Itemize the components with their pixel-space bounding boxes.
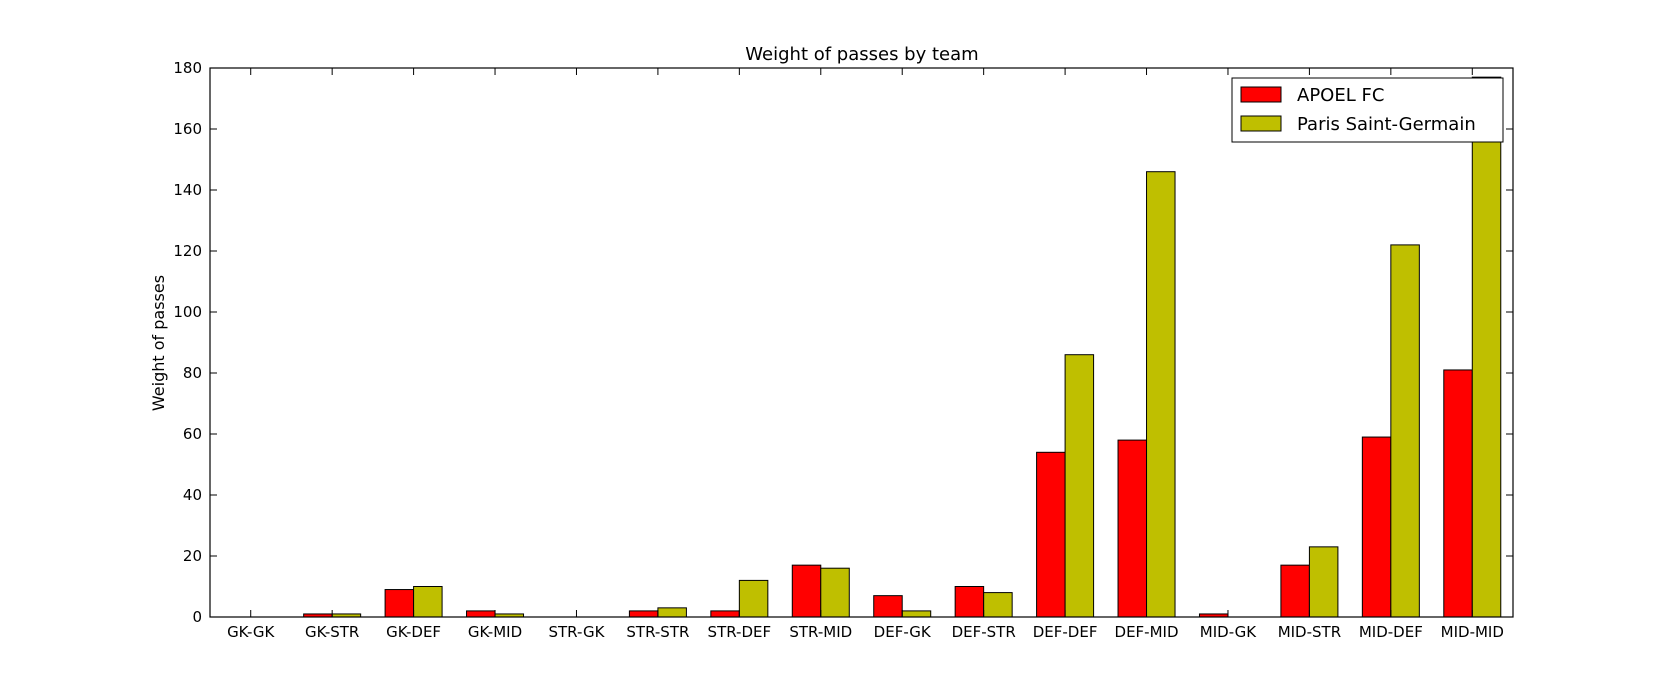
x-tick-label: STR-MID [789,623,852,641]
bar-apoel-gk-mid [466,610,496,618]
bar-apoel-mid-mid [1443,369,1473,618]
bar-apoel-def-str [954,586,985,618]
y-tick-label: 160 [173,120,202,138]
x-tick-label: MID-MID [1441,623,1504,641]
bar-apoel-mid-def [1361,436,1392,618]
x-tick-label: STR-DEF [708,623,772,641]
x-tick-label: STR-GK [549,623,606,641]
bar-psg-def-mid [1146,171,1176,618]
bar-psg-mid-str [1308,546,1339,618]
bar-psg-def-def [1064,354,1095,618]
bar-psg-str-def [738,579,769,618]
bar-apoel-def-def [1036,451,1066,618]
y-tick-label: 40 [183,486,202,504]
x-tick-label: DEF-DEF [1033,623,1098,641]
bar-psg-mid-mid [1471,76,1502,618]
y-tick-label: 180 [173,59,202,77]
x-tick-label: DEF-STR [952,623,1016,641]
x-tick-label: DEF-MID [1115,623,1179,641]
y-tick-label: 80 [183,364,202,382]
chart-title: Weight of passes by team [745,44,978,65]
bar-psg-gk-def [413,586,443,618]
x-tick-label: DEF-GK [874,623,932,641]
x-tick-label: GK-GK [227,623,275,641]
x-tick-label: STR-STR [626,623,689,641]
bar-apoel-gk-def [384,589,415,618]
bar-apoel-str-def [710,610,740,618]
bar-apoel-str-str [628,610,659,618]
legend-label-psg: Paris Saint-Germain [1297,114,1476,135]
y-tick-label: 0 [192,608,202,626]
x-tick-label: GK-DEF [386,623,441,641]
y-tick-label: 100 [173,303,202,321]
y-axis-label: Weight of passes [149,275,168,411]
legend: APOEL FC Paris Saint-Germain [1231,77,1504,143]
x-tick-label: GK-MID [468,623,522,641]
bar-apoel-def-gk [873,595,903,618]
ticks-layer: 0 20 40 60 80 100 120 140 160 180 GK-GK GK-STR GK-DE… [173,59,1513,641]
x-tick-label: GK-STR [305,623,359,641]
bar-psg-def-str [983,592,1013,618]
y-tick-label: 60 [183,425,202,443]
legend-label-apoel: APOEL FC [1297,85,1384,106]
bar-psg-mid-def [1390,244,1420,618]
bars-layer [303,76,1502,618]
x-tick-label: MID-DEF [1359,623,1423,641]
bar-apoel-def-mid [1117,439,1148,618]
legend-swatch-psg [1240,115,1282,132]
y-tick-label: 20 [183,547,202,565]
x-tick-label: MID-GK [1200,623,1258,641]
bar-psg-str-str [657,607,687,618]
legend-swatch-apoel [1240,86,1282,103]
y-tick-label: 120 [173,242,202,260]
bar-apoel-mid-str [1280,564,1310,618]
bar-apoel-str-mid [791,564,822,618]
bar-psg-str-mid [820,567,850,618]
bar-psg-def-gk [901,610,932,618]
y-tick-label: 140 [173,181,202,199]
x-tick-label: MID-STR [1278,623,1341,641]
plot-frame [209,67,1514,618]
